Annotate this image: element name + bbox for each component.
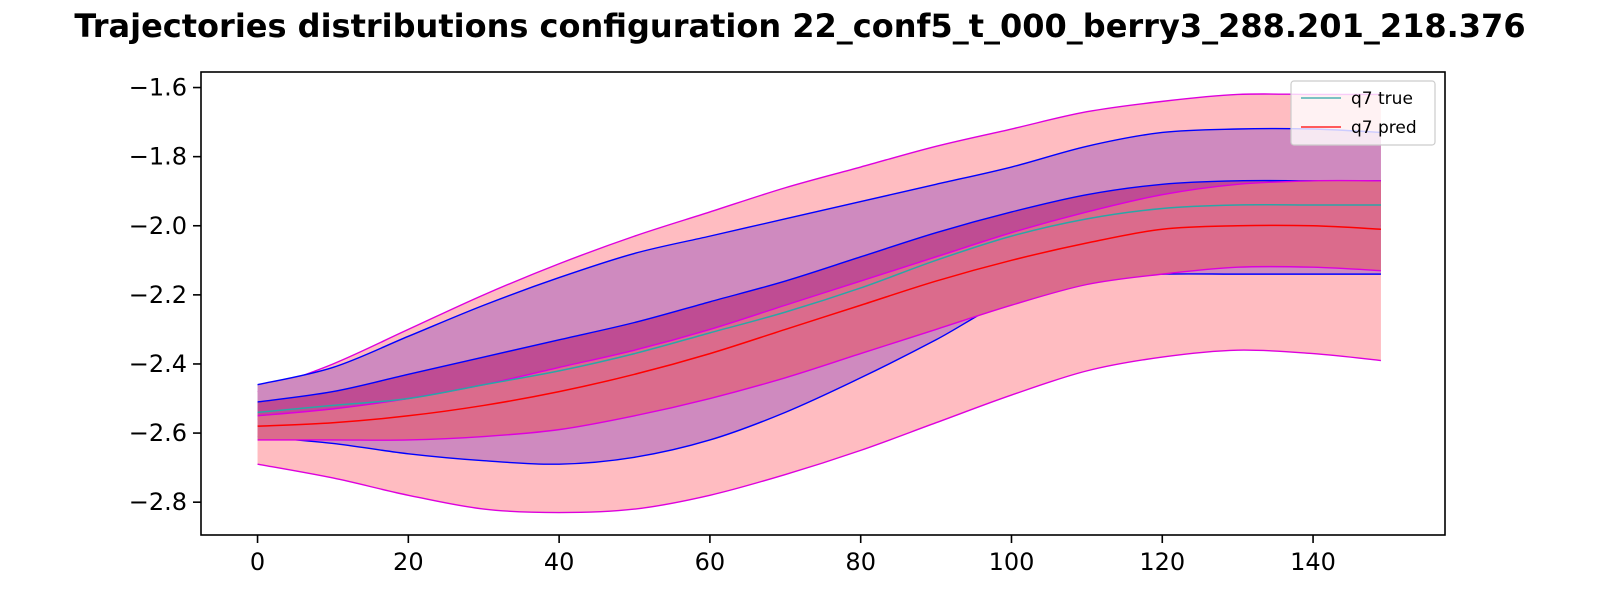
chart-title: Trajectories distributions configuration… <box>74 7 1525 45</box>
x-tick-label: 40 <box>544 548 575 576</box>
legend-label-q7-pred: q7 pred <box>1351 118 1417 138</box>
y-tick-label: −2.2 <box>129 281 187 309</box>
series-line-q7-pred <box>257 224 1381 427</box>
legend: q7 true q7 pred <box>1290 80 1436 146</box>
y-tick-label: −2.6 <box>129 419 187 447</box>
x-tick-label: 120 <box>1139 548 1185 576</box>
x-tick-label: 100 <box>989 548 1035 576</box>
band-pred-outer-upper-edge <box>257 93 1381 393</box>
y-tick-label: −1.6 <box>129 74 187 102</box>
legend-box <box>1290 80 1436 146</box>
x-axis: 0 20 40 60 80 100 120 140 <box>250 535 1336 576</box>
lines-layer <box>257 204 1381 427</box>
y-tick-label: −2.4 <box>129 350 187 378</box>
x-tick-label: 140 <box>1290 548 1336 576</box>
x-tick-label: 0 <box>250 548 265 576</box>
band-true-outer-upper-edge <box>257 127 1381 386</box>
x-tick-label: 20 <box>393 548 424 576</box>
band-pred-inner-lower-edge <box>257 265 1381 441</box>
y-tick-label: −2.0 <box>129 212 187 240</box>
y-axis: −1.6 −1.8 −2.0 −2.2 −2.4 −2.6 −2.8 <box>129 74 201 516</box>
x-tick-label: 80 <box>845 548 876 576</box>
band-pred-outer-lower-edge <box>257 349 1381 514</box>
y-tick-label: −1.8 <box>129 143 187 171</box>
y-tick-label: −2.8 <box>129 488 187 516</box>
x-tick-label: 60 <box>695 548 726 576</box>
plot-frame <box>200 71 1446 536</box>
series-line-q7-true <box>257 204 1381 414</box>
legend-label-q7-true: q7 true <box>1351 89 1413 109</box>
bands-layer <box>257 93 1381 514</box>
band-true-outer-lower-edge <box>257 273 1381 465</box>
band-true-inner-upper-edge <box>257 179 1381 403</box>
